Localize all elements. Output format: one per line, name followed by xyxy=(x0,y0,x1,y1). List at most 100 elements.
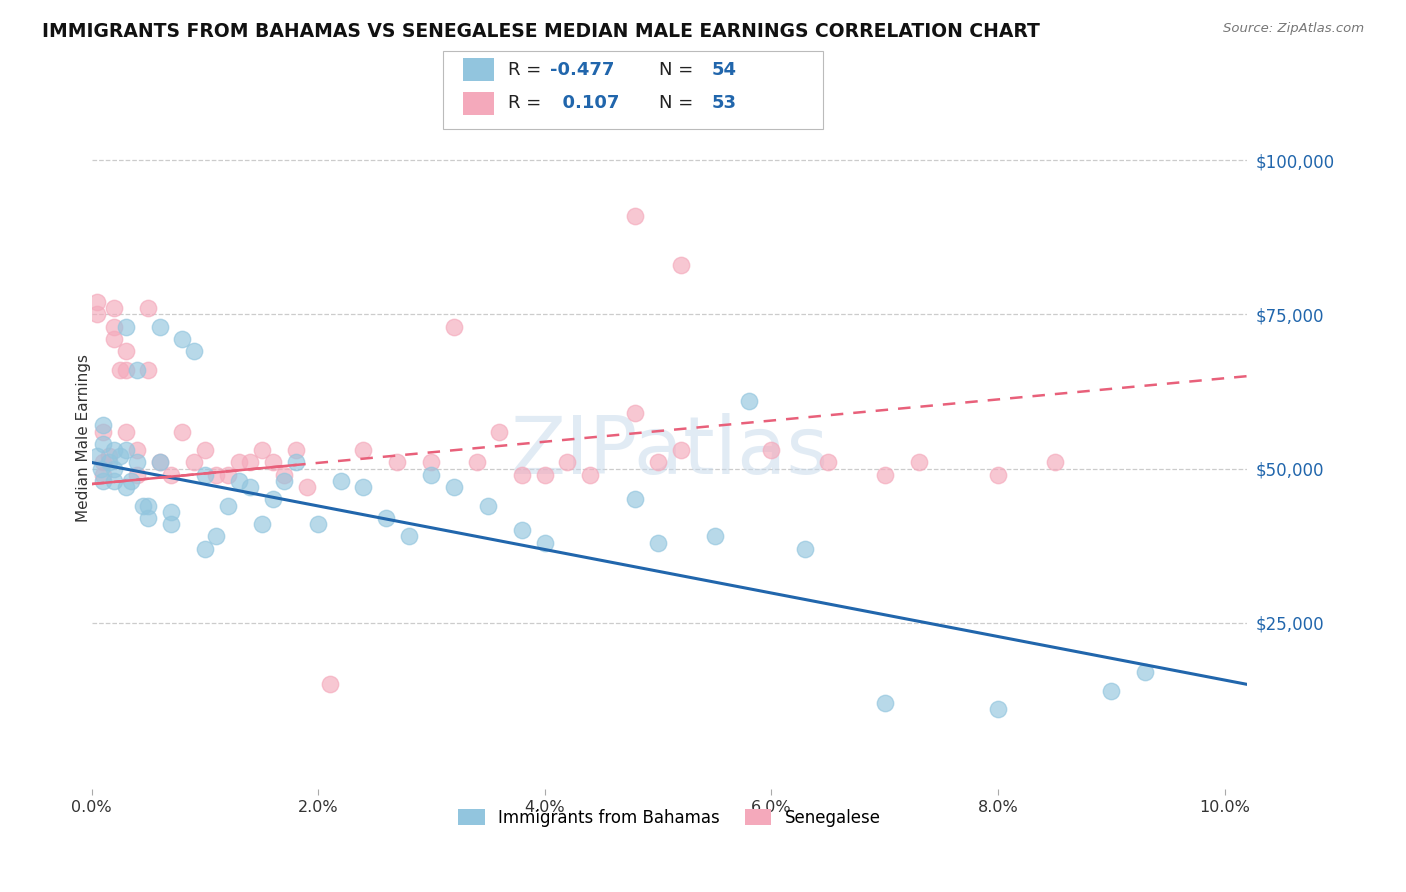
Legend: Immigrants from Bahamas, Senegalese: Immigrants from Bahamas, Senegalese xyxy=(451,802,887,834)
Point xyxy=(103,461,125,475)
Point xyxy=(136,301,159,316)
Point xyxy=(108,363,131,377)
Point xyxy=(228,474,250,488)
Point xyxy=(1135,665,1157,679)
Point xyxy=(172,425,194,439)
Point xyxy=(284,443,307,458)
Y-axis label: Median Male Earnings: Median Male Earnings xyxy=(76,354,91,522)
Text: 54: 54 xyxy=(711,61,737,78)
Point xyxy=(114,363,136,377)
Point xyxy=(183,455,205,469)
Point xyxy=(148,319,170,334)
Point xyxy=(160,505,183,519)
Text: IMMIGRANTS FROM BAHAMAS VS SENEGALESE MEDIAN MALE EARNINGS CORRELATION CHART: IMMIGRANTS FROM BAHAMAS VS SENEGALESE ME… xyxy=(42,22,1040,41)
Text: R =: R = xyxy=(508,61,547,78)
Point xyxy=(353,480,375,494)
Point xyxy=(579,467,602,482)
Point xyxy=(510,467,533,482)
Point xyxy=(647,455,669,469)
Point xyxy=(114,344,136,359)
Text: ZIPatlas: ZIPatlas xyxy=(510,413,828,491)
Point xyxy=(1099,683,1122,698)
Point xyxy=(120,474,142,488)
Point xyxy=(172,332,194,346)
Point xyxy=(443,319,465,334)
Text: N =: N = xyxy=(659,61,699,78)
Point xyxy=(91,418,114,433)
Point xyxy=(239,455,262,469)
Point xyxy=(420,467,443,482)
Point xyxy=(148,455,170,469)
Point xyxy=(125,443,148,458)
Text: 0.107: 0.107 xyxy=(550,95,619,112)
Point xyxy=(307,517,329,532)
Point xyxy=(987,702,1010,716)
Point xyxy=(510,523,533,537)
Point xyxy=(533,467,555,482)
Point xyxy=(465,455,488,469)
Point xyxy=(90,461,112,475)
Point xyxy=(136,511,159,525)
Point xyxy=(387,455,409,469)
Point xyxy=(125,467,148,482)
Point xyxy=(738,393,761,408)
Point xyxy=(91,425,114,439)
Point xyxy=(103,332,125,346)
Point xyxy=(250,517,273,532)
Point xyxy=(239,480,262,494)
Point xyxy=(318,677,340,691)
Point xyxy=(125,363,148,377)
Point xyxy=(284,455,307,469)
Point xyxy=(217,467,239,482)
Point xyxy=(91,474,114,488)
Text: 53: 53 xyxy=(711,95,737,112)
Point xyxy=(398,529,420,543)
Point xyxy=(533,535,555,549)
Point xyxy=(624,406,647,420)
Point xyxy=(250,443,273,458)
Point xyxy=(987,467,1010,482)
Point xyxy=(160,517,183,532)
Point xyxy=(97,455,120,469)
Point xyxy=(103,319,125,334)
Point xyxy=(148,455,170,469)
Point xyxy=(669,443,692,458)
Point xyxy=(295,480,318,494)
Text: N =: N = xyxy=(659,95,699,112)
Point xyxy=(97,450,120,464)
Point xyxy=(669,258,692,272)
Point xyxy=(443,480,465,494)
Point xyxy=(703,529,725,543)
Point xyxy=(488,425,510,439)
Point xyxy=(647,535,669,549)
Point xyxy=(205,529,228,543)
Point xyxy=(761,443,783,458)
Point xyxy=(907,455,929,469)
Text: R =: R = xyxy=(508,95,547,112)
Point xyxy=(353,443,375,458)
Point xyxy=(183,344,205,359)
Point xyxy=(624,209,647,223)
Text: -0.477: -0.477 xyxy=(550,61,614,78)
Point xyxy=(329,474,352,488)
Point xyxy=(160,467,183,482)
Point xyxy=(103,474,125,488)
Point xyxy=(624,492,647,507)
Point xyxy=(91,437,114,451)
Point xyxy=(262,492,284,507)
Point xyxy=(136,363,159,377)
Point xyxy=(91,455,114,469)
Point xyxy=(273,474,295,488)
Point xyxy=(375,511,398,525)
Text: Source: ZipAtlas.com: Source: ZipAtlas.com xyxy=(1223,22,1364,36)
Point xyxy=(194,443,217,458)
Point xyxy=(817,455,839,469)
Point xyxy=(131,499,153,513)
Point xyxy=(114,425,136,439)
Point xyxy=(420,455,443,469)
Point xyxy=(91,467,114,482)
Point xyxy=(103,443,125,458)
Point xyxy=(108,450,131,464)
Point xyxy=(205,467,228,482)
Point xyxy=(794,541,817,556)
